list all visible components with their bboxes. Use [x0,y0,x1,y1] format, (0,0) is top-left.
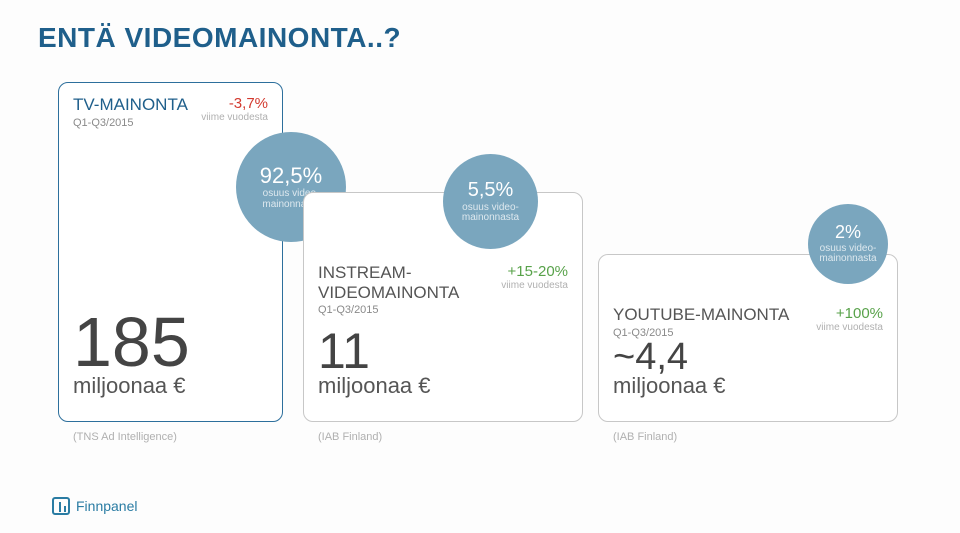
page-title: ENTÄ VIDEOMAINONTA..? [38,22,922,54]
bubble-instream-label: osuus video- mainonnasta [443,203,538,224]
bubble-youtube-label: osuus video- mainonnasta [808,244,888,265]
card-instream-header: INSTREAM- VIDEOMAINONTA Q1-Q3/2015 +15-2… [318,263,568,316]
card-instream-change: +15-20% [501,263,568,280]
card-youtube-header: YOUTUBE-MAINONTA Q1-Q3/2015 +100% viime … [613,305,883,339]
slide: ENTÄ VIDEOMAINONTA..? TV-MAINONTA Q1-Q3/… [0,0,960,533]
card-tv: TV-MAINONTA Q1-Q3/2015 -3,7% viime vuode… [58,82,283,422]
brand-logo: Finnpanel [52,497,138,515]
card-youtube-unit: miljoonaa € [613,373,726,399]
card-instream-value: 11 [318,328,431,376]
card-tv-change: -3,7% [201,95,268,112]
bubble-youtube: 2% osuus video- mainonnasta [808,204,888,284]
card-tv-period: Q1-Q3/2015 [73,117,188,129]
brand-logo-text: Finnpanel [76,498,138,514]
card-tv-title: TV-MAINONTA [73,95,188,115]
card-youtube-change: +100% [816,305,883,322]
card-instream-figure: 11 miljoonaa € [318,328,431,400]
card-youtube-source: (IAB Finland) [613,431,677,443]
brand-logo-icon [52,497,70,515]
card-youtube-value: ~4,4 [613,339,726,375]
card-youtube-title: YOUTUBE-MAINONTA [613,305,789,325]
card-tv-source: (TNS Ad Intelligence) [73,431,177,443]
card-instream-title: INSTREAM- VIDEOMAINONTA [318,263,459,302]
card-instream-source: (IAB Finland) [318,431,382,443]
card-youtube-figure: ~4,4 miljoonaa € [613,339,726,399]
card-tv-change-label: viime vuodesta [201,112,268,123]
card-instream-change-label: viime vuodesta [501,280,568,291]
bubble-tv-pct: 92,5% [260,164,322,187]
bubble-instream: 5,5% osuus video- mainonnasta [443,154,538,249]
card-youtube-change-label: viime vuodesta [816,322,883,333]
card-tv-value: 185 [73,309,190,376]
card-instream-unit: miljoonaa € [318,373,431,399]
card-tv-unit: miljoonaa € [73,373,190,399]
card-instream: INSTREAM- VIDEOMAINONTA Q1-Q3/2015 +15-2… [303,192,583,422]
bubble-instream-pct: 5,5% [468,180,514,201]
card-tv-header: TV-MAINONTA Q1-Q3/2015 -3,7% viime vuode… [73,95,268,129]
card-tv-figure: 185 miljoonaa € [73,309,190,400]
cards-area: TV-MAINONTA Q1-Q3/2015 -3,7% viime vuode… [38,64,922,484]
bubble-youtube-pct: 2% [835,223,861,242]
card-instream-period: Q1-Q3/2015 [318,304,459,316]
